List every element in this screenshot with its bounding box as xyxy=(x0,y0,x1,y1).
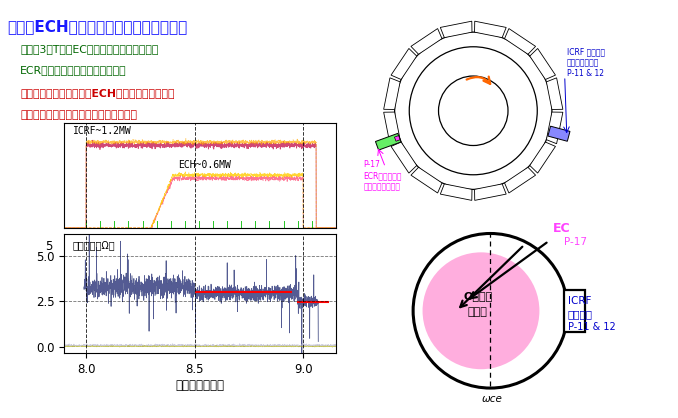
Polygon shape xyxy=(384,112,400,144)
Polygon shape xyxy=(475,21,506,38)
X-axis label: 時　間　（秒）: 時 間 （秒） xyxy=(176,379,224,392)
Text: P-17: P-17 xyxy=(564,237,587,247)
Text: ECRフアンテナ: ECRフアンテナ xyxy=(363,171,402,181)
Polygon shape xyxy=(546,78,563,110)
Text: P-17: P-17 xyxy=(363,161,380,169)
Bar xyxy=(564,290,584,331)
Polygon shape xyxy=(376,133,401,150)
Text: ECRフアンテナを周辺に向け入射: ECRフアンテナを周辺に向け入射 xyxy=(20,65,127,75)
Polygon shape xyxy=(384,78,400,110)
Polygon shape xyxy=(530,142,555,173)
Text: P-11 & 12: P-11 & 12 xyxy=(567,69,603,78)
Text: ICRF: ICRF xyxy=(567,296,591,306)
Polygon shape xyxy=(440,21,472,38)
Text: 磁場を3　TとしEC共鳴層を周辺に設定し、: 磁場を3 TとしEC共鳴層を周辺に設定し、 xyxy=(20,44,159,54)
Text: （水平ポート）: （水平ポート） xyxy=(567,58,599,67)
Text: 結合抗抗（Ω）: 結合抗抗（Ω） xyxy=(73,240,115,250)
Text: ωce: ωce xyxy=(482,394,503,404)
Circle shape xyxy=(422,252,540,369)
Text: P-11 & 12: P-11 & 12 xyxy=(567,322,616,332)
Polygon shape xyxy=(475,184,506,200)
Polygon shape xyxy=(440,184,472,200)
Polygon shape xyxy=(395,135,400,141)
Text: ECH~0.6MW: ECH~0.6MW xyxy=(178,160,231,170)
Polygon shape xyxy=(411,28,442,54)
Text: Oモード: Oモード xyxy=(463,291,492,301)
Text: 5: 5 xyxy=(45,240,53,253)
Polygon shape xyxy=(504,167,536,193)
Text: クレイブオフ層の密度が上昇したと推定: クレイブオフ層の密度が上昇したと推定 xyxy=(20,110,138,120)
Text: 弱吸収: 弱吸収 xyxy=(467,307,487,317)
Text: EC: EC xyxy=(553,222,570,234)
Polygon shape xyxy=(391,142,417,173)
Text: ICRF アンテナ: ICRF アンテナ xyxy=(567,47,605,56)
Polygon shape xyxy=(530,48,555,79)
Text: アンテナ: アンテナ xyxy=(567,309,593,319)
Text: ・周辺ECHより結合抗抗が約２０％増大: ・周辺ECHより結合抗抗が約２０％増大 xyxy=(7,19,187,34)
Polygon shape xyxy=(546,112,563,144)
Text: 壁から放出されたガスがECHでイオン化され、ス: 壁から放出されたガスがECHでイオン化され、ス xyxy=(20,88,175,98)
Circle shape xyxy=(439,76,508,145)
Polygon shape xyxy=(391,48,417,79)
Text: ICRF~1.2MW: ICRF~1.2MW xyxy=(73,126,132,136)
Polygon shape xyxy=(411,167,442,193)
Polygon shape xyxy=(504,28,536,54)
Polygon shape xyxy=(548,126,570,141)
Text: （斜め上ポート）: （斜め上ポート） xyxy=(363,182,401,191)
